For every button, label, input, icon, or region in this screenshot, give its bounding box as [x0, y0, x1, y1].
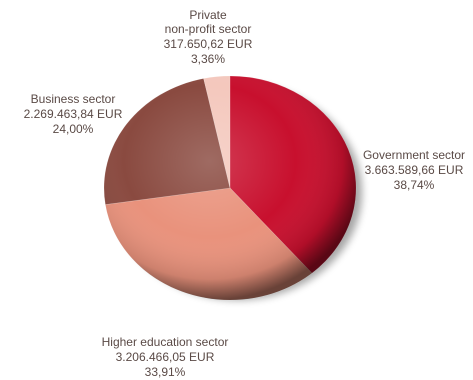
label-private-nonprofit-name-line1: Private [189, 8, 227, 22]
label-government-percent: 38,74% [394, 178, 435, 192]
label-business-name: Business sector [31, 92, 116, 106]
label-private-nonprofit-percent: 3,36% [191, 52, 225, 66]
label-private-nonprofit-value: 317.650,62 EUR [164, 37, 253, 51]
label-business-value: 2.269.463,84 EUR [24, 107, 123, 121]
label-higher-education-name: Higher education sector [102, 335, 229, 349]
label-private-nonprofit: Private non-profit sector 317.650,62 EUR… [164, 8, 253, 66]
label-government: Government sector 3.663.589,66 EUR 38,74… [363, 148, 465, 192]
label-government-name: Government sector [363, 148, 465, 162]
label-private-nonprofit-name-line2: non-profit sector [165, 22, 252, 36]
label-business-percent: 24,00% [53, 122, 94, 136]
pie-slices [103, 75, 357, 301]
label-higher-education-value: 3.206.466,05 EUR [116, 350, 215, 364]
label-higher-education: Higher education sector 3.206.466,05 EUR… [102, 335, 229, 379]
label-government-value: 3.663.589,66 EUR [365, 163, 464, 177]
label-higher-education-percent: 33,91% [145, 365, 186, 379]
label-business: Business sector 2.269.463,84 EUR 24,00% [24, 92, 123, 136]
